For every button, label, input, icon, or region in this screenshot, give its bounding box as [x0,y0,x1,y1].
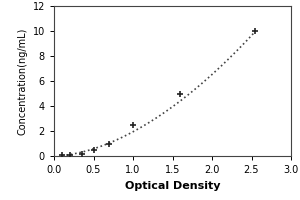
Y-axis label: Concentration(ng/mL): Concentration(ng/mL) [17,27,27,135]
X-axis label: Optical Density: Optical Density [125,181,220,191]
